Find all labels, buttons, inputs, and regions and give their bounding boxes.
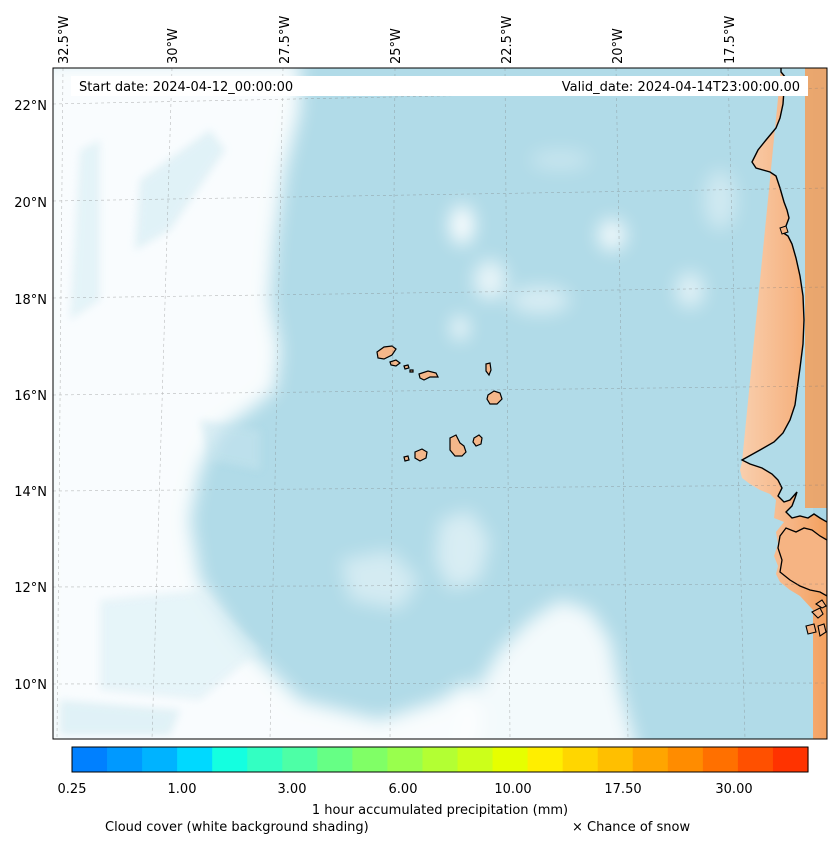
arguin-island	[779, 225, 789, 235]
africa-coastline	[740, 68, 827, 523]
colorbar-segment	[457, 747, 494, 772]
land-shading	[805, 68, 827, 508]
colorbar-segment	[107, 747, 143, 772]
colorbar-segment	[527, 747, 564, 772]
island-maio	[472, 434, 483, 447]
colorbar-segment	[667, 747, 704, 772]
colorbar-segment	[422, 747, 459, 772]
cb-tick-6-00: 6.00	[389, 782, 418, 797]
lon-label-22-5w: 22.5°W	[500, 16, 515, 64]
lat-label-22n: 22°N	[14, 99, 47, 114]
colorbar-segment	[177, 747, 213, 772]
lat-label-14n: 14°N	[14, 485, 47, 500]
colorbar-segment	[737, 747, 774, 772]
colorbar-segment	[72, 747, 108, 772]
bijagos-islands	[805, 599, 827, 637]
lat-label-12n: 12°N	[14, 581, 47, 596]
island-fogo	[414, 448, 428, 462]
lon-label-20w: 20°W	[611, 28, 626, 64]
map-frame	[52, 67, 828, 740]
lon-label-27-5w: 27.5°W	[278, 16, 293, 64]
colorbar-segment	[282, 747, 318, 772]
colorbar-tick-labels: 0.25 1.00 3.00 6.00 10.00 17.50 30.00	[58, 782, 753, 797]
lon-label-32-5w: 32.5°W	[57, 16, 72, 64]
colorbar-segment	[387, 747, 424, 772]
island-brava	[403, 455, 410, 462]
colorbar-segment	[597, 747, 634, 772]
island-boa-vista	[486, 390, 503, 405]
start-date-label: Start date: 2024-04-12_00:00:00	[79, 80, 293, 95]
cb-tick-30-00: 30.00	[715, 782, 752, 797]
island-branco	[409, 369, 414, 373]
precipitation-colorbar	[72, 747, 809, 772]
cloud-cover-legend: Cloud cover (white background shading)	[105, 820, 369, 835]
colorbar-segment	[212, 747, 248, 772]
lon-label-30w: 30°W	[166, 28, 181, 64]
snow-legend: × Chance of snow	[572, 820, 690, 835]
island-santo-antao	[376, 345, 397, 360]
colorbar-segment	[247, 747, 283, 772]
colorbar-title: 1 hour accumulated precipitation (mm)	[312, 803, 568, 818]
cloud-streaks	[60, 130, 260, 735]
colorbar-segment	[562, 747, 599, 772]
island-sao-nicolau	[418, 370, 439, 381]
cb-tick-10-00: 10.00	[494, 782, 531, 797]
lon-label-25w: 25°W	[389, 28, 404, 64]
lon-label-17-5w: 17.5°W	[723, 16, 738, 64]
colorbar-segment	[702, 747, 739, 772]
colorbar-segment	[632, 747, 669, 772]
colorbar-frame	[71, 746, 809, 773]
lat-label-18n: 18°N	[14, 293, 47, 308]
guinea-bissau-coast	[777, 527, 827, 597]
colorbar-segment	[772, 747, 809, 772]
lat-label-10n: 10°N	[14, 678, 47, 693]
colorbar-segment	[492, 747, 529, 772]
island-santa-luzia	[403, 364, 410, 370]
colorbar-segment	[352, 747, 389, 772]
latitude-labels: 22°N 20°N 18°N 16°N 14°N 12°N 10°N	[14, 99, 47, 693]
cape-verde-islands	[376, 345, 503, 462]
longitude-labels: 32.5°W 30°W 27.5°W 25°W 22.5°W 20°W 17.5…	[57, 16, 738, 64]
island-santiago	[449, 434, 467, 457]
colorbar-segment	[317, 747, 353, 772]
colorbar-segment	[142, 747, 178, 772]
map-area: Start date: 2024-04-12_00:00:00 Valid_da…	[53, 68, 827, 739]
cb-tick-1-00: 1.00	[168, 782, 197, 797]
island-sal	[485, 362, 492, 377]
date-banner	[71, 76, 808, 96]
lat-label-16n: 16°N	[14, 389, 47, 404]
valid-date-label: Valid_date: 2024-04-14T23:00:00.00	[562, 80, 800, 95]
cb-tick-3-00: 3.00	[278, 782, 307, 797]
map-gridlines	[53, 68, 827, 739]
cb-tick-0-25: 0.25	[58, 782, 87, 797]
lat-label-20n: 20°N	[14, 196, 47, 211]
cb-tick-17-50: 17.50	[604, 782, 641, 797]
